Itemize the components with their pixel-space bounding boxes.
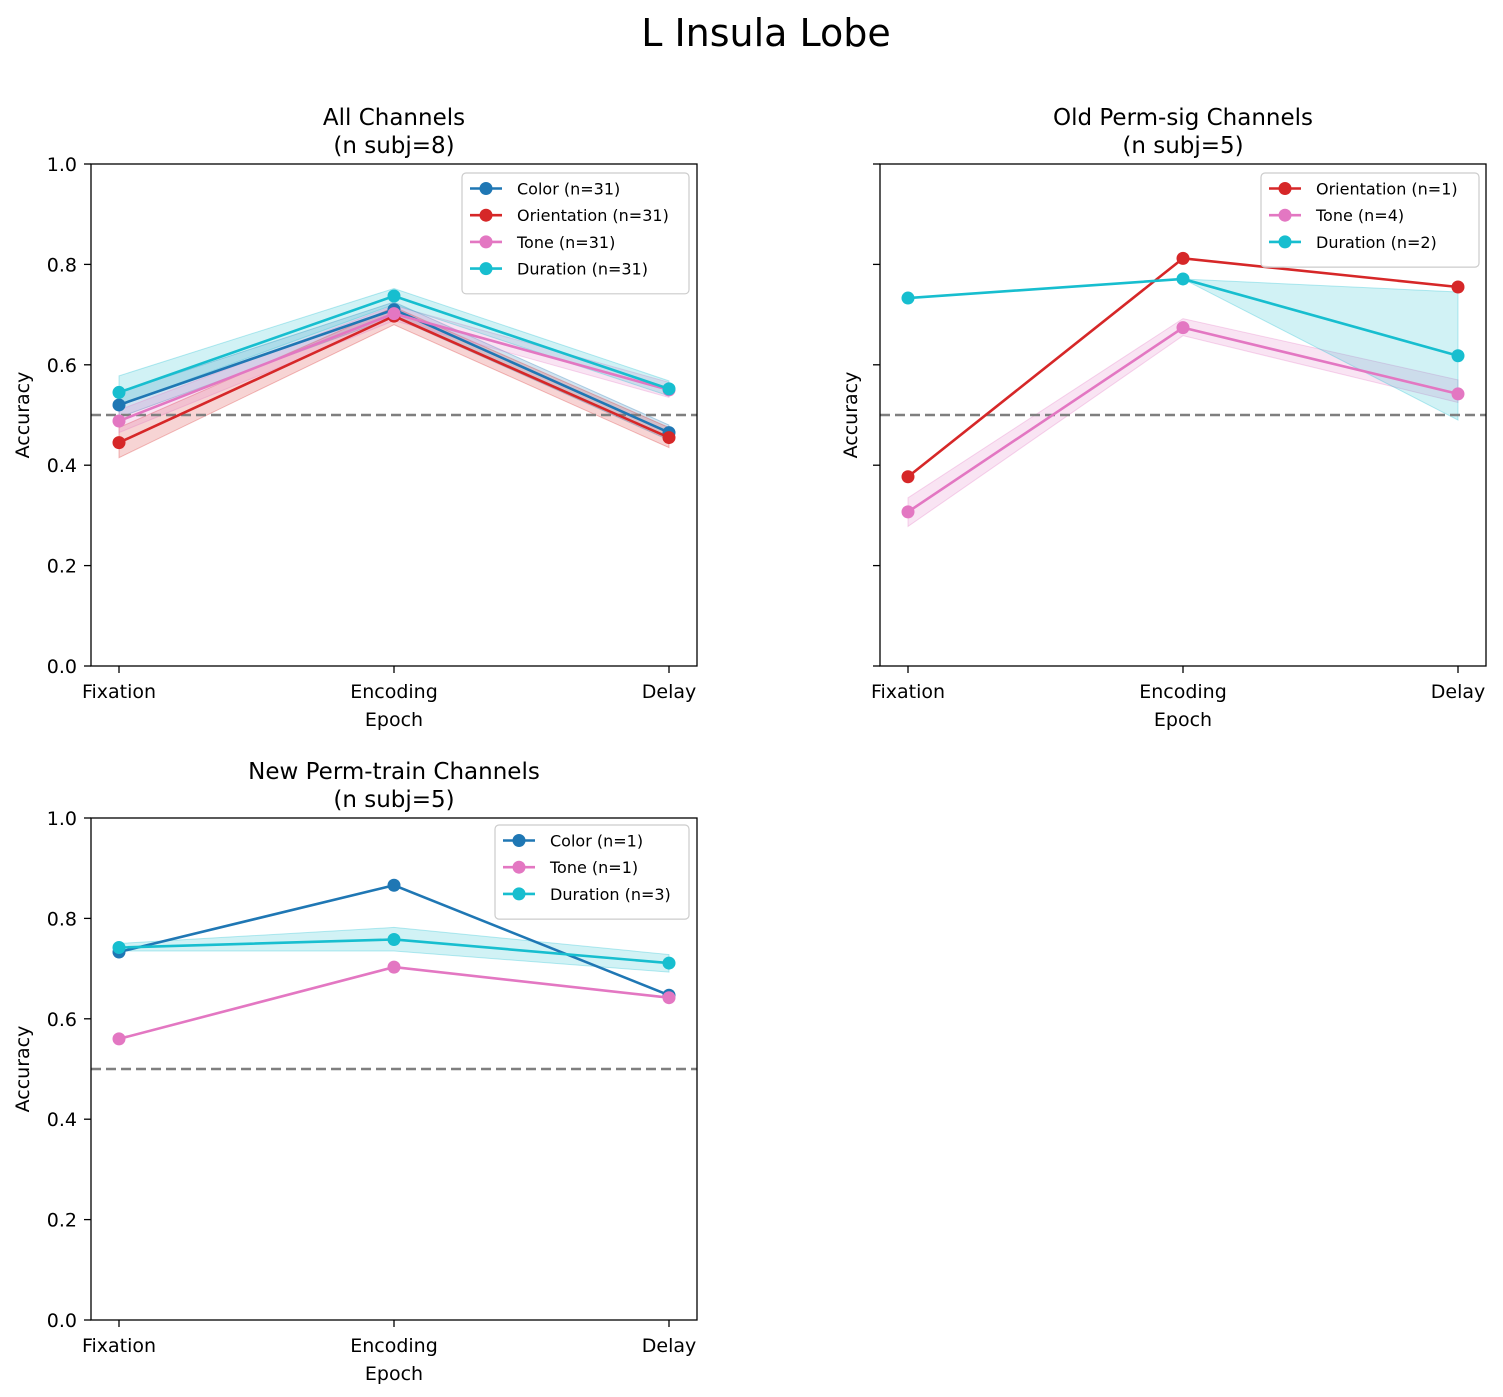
y-tick-label: 0.4 — [47, 455, 77, 477]
x-tick-label: Delay — [642, 681, 697, 703]
data-point — [1451, 349, 1465, 363]
data-point — [112, 414, 126, 428]
chart-panel: New Perm-train Channels(n subj=5) 0.0 0.2 0… — [12, 759, 698, 1385]
y-tick-label: 1.0 — [47, 808, 77, 830]
legend-label: Duration (n=3) — [550, 885, 671, 904]
legend-frame — [461, 172, 690, 295]
plot-frame — [90, 817, 698, 1321]
legend-swatch-marker — [479, 262, 493, 276]
x-tick-label: Encoding — [350, 681, 438, 703]
y-axis-label: Accuracy — [12, 1026, 34, 1113]
y-tick-label: 1.0 — [47, 154, 77, 176]
legend: Orientation (n=1) Tone (n=4) Duration (n=2… — [1260, 172, 1480, 268]
x-tick-label: Encoding — [1139, 681, 1227, 703]
data-point — [387, 307, 401, 321]
chart-title: Old Perm-sig Channels — [1053, 105, 1313, 131]
chart-panel: Old Perm-sig Channels(n subj=5) Accuracy F… — [840, 105, 1487, 731]
x-tick-label: Fixation — [82, 1335, 156, 1357]
data-point — [387, 878, 401, 892]
legend-swatch-marker — [1278, 235, 1292, 249]
data-point — [387, 289, 401, 303]
x-tick-label: Delay — [1431, 681, 1486, 703]
legend-label: Tone (n=4) — [1315, 206, 1404, 225]
data-point — [1451, 387, 1465, 401]
legend-swatch-marker — [512, 834, 526, 847]
data-point — [387, 960, 401, 974]
legend-swatch-marker — [1278, 182, 1292, 195]
chart-subtitle: (n subj=8) — [333, 133, 454, 159]
legend-swatch-marker — [479, 208, 493, 222]
data-point — [901, 505, 915, 519]
y-tick-label: 0.6 — [47, 1009, 77, 1031]
y-tick-label: 0.8 — [47, 254, 77, 276]
data-point — [112, 385, 126, 399]
chart-title: New Perm-train Channels — [248, 759, 540, 785]
legend: Color (n=1) Tone (n=1) Duration (n=3) — [494, 824, 690, 920]
legend-label: Orientation (n=31) — [517, 206, 669, 225]
y-axis-label: Accuracy — [840, 372, 862, 459]
data-point — [662, 956, 676, 970]
data-point — [662, 382, 676, 396]
figure-title: L Insula Lobe — [641, 11, 891, 55]
data-point — [662, 431, 676, 445]
plot-frame — [879, 163, 1487, 667]
legend-swatch-marker — [1278, 208, 1292, 222]
legend-swatch-marker — [512, 887, 526, 901]
y-tick-label: 0.0 — [47, 656, 77, 678]
y-tick-label: 0.2 — [47, 556, 77, 578]
data-point — [662, 991, 676, 1005]
y-tick-label: 0.6 — [47, 355, 77, 377]
data-point — [112, 941, 126, 955]
legend-label: Duration (n=31) — [517, 260, 648, 279]
y-tick-label: 0.2 — [47, 1210, 77, 1232]
data-point — [112, 436, 126, 450]
plot-frame — [90, 163, 698, 667]
legend-label: Color (n=31) — [517, 180, 620, 199]
legend-label: Orientation (n=1) — [1316, 180, 1458, 199]
x-axis-label: Epoch — [365, 709, 423, 731]
legend-swatch-marker — [512, 860, 526, 874]
data-point — [1176, 321, 1190, 335]
x-axis-label: Epoch — [365, 1363, 423, 1385]
legend-frame — [494, 824, 690, 920]
data-point — [901, 470, 915, 484]
confidence-band — [907, 318, 1459, 528]
data-point — [387, 932, 401, 946]
data-point — [112, 1032, 126, 1046]
data-point — [112, 398, 126, 412]
x-tick-label: Delay — [642, 1335, 697, 1357]
data-point — [901, 291, 915, 305]
chart-subtitle: (n subj=5) — [1122, 133, 1243, 159]
legend-swatch-marker — [479, 235, 493, 249]
legend-frame — [1260, 172, 1480, 268]
y-tick-label: 0.8 — [47, 908, 77, 930]
legend-swatch-marker — [479, 182, 493, 195]
legend: Color (n=31) Orientation (n=31) Tone (n=31… — [461, 172, 690, 295]
chart-panel: All Channels(n subj=8) 0.0 0.2 0.4 0.6 0.8 1.0… — [12, 105, 698, 731]
y-tick-label: 0.4 — [47, 1109, 77, 1131]
y-axis-label: Accuracy — [12, 372, 34, 459]
x-tick-label: Encoding — [350, 1335, 438, 1357]
legend-label: Tone (n=1) — [549, 858, 638, 877]
data-point — [1451, 280, 1465, 294]
chart-subtitle: (n subj=5) — [333, 787, 454, 813]
panels: All Channels(n subj=8) 0.0 0.2 0.4 0.6 0.8 1.0… — [12, 105, 1487, 1385]
legend-label: Color (n=1) — [550, 832, 643, 851]
data-point — [1176, 251, 1190, 265]
data-point — [1176, 272, 1190, 286]
x-tick-label: Fixation — [871, 681, 945, 703]
legend-label: Duration (n=2) — [1316, 233, 1437, 252]
x-axis-label: Epoch — [1154, 709, 1212, 731]
y-tick-label: 0.0 — [47, 1310, 77, 1332]
legend-label: Tone (n=31) — [516, 233, 615, 252]
x-tick-label: Fixation — [82, 681, 156, 703]
chart-title: All Channels — [323, 105, 465, 131]
